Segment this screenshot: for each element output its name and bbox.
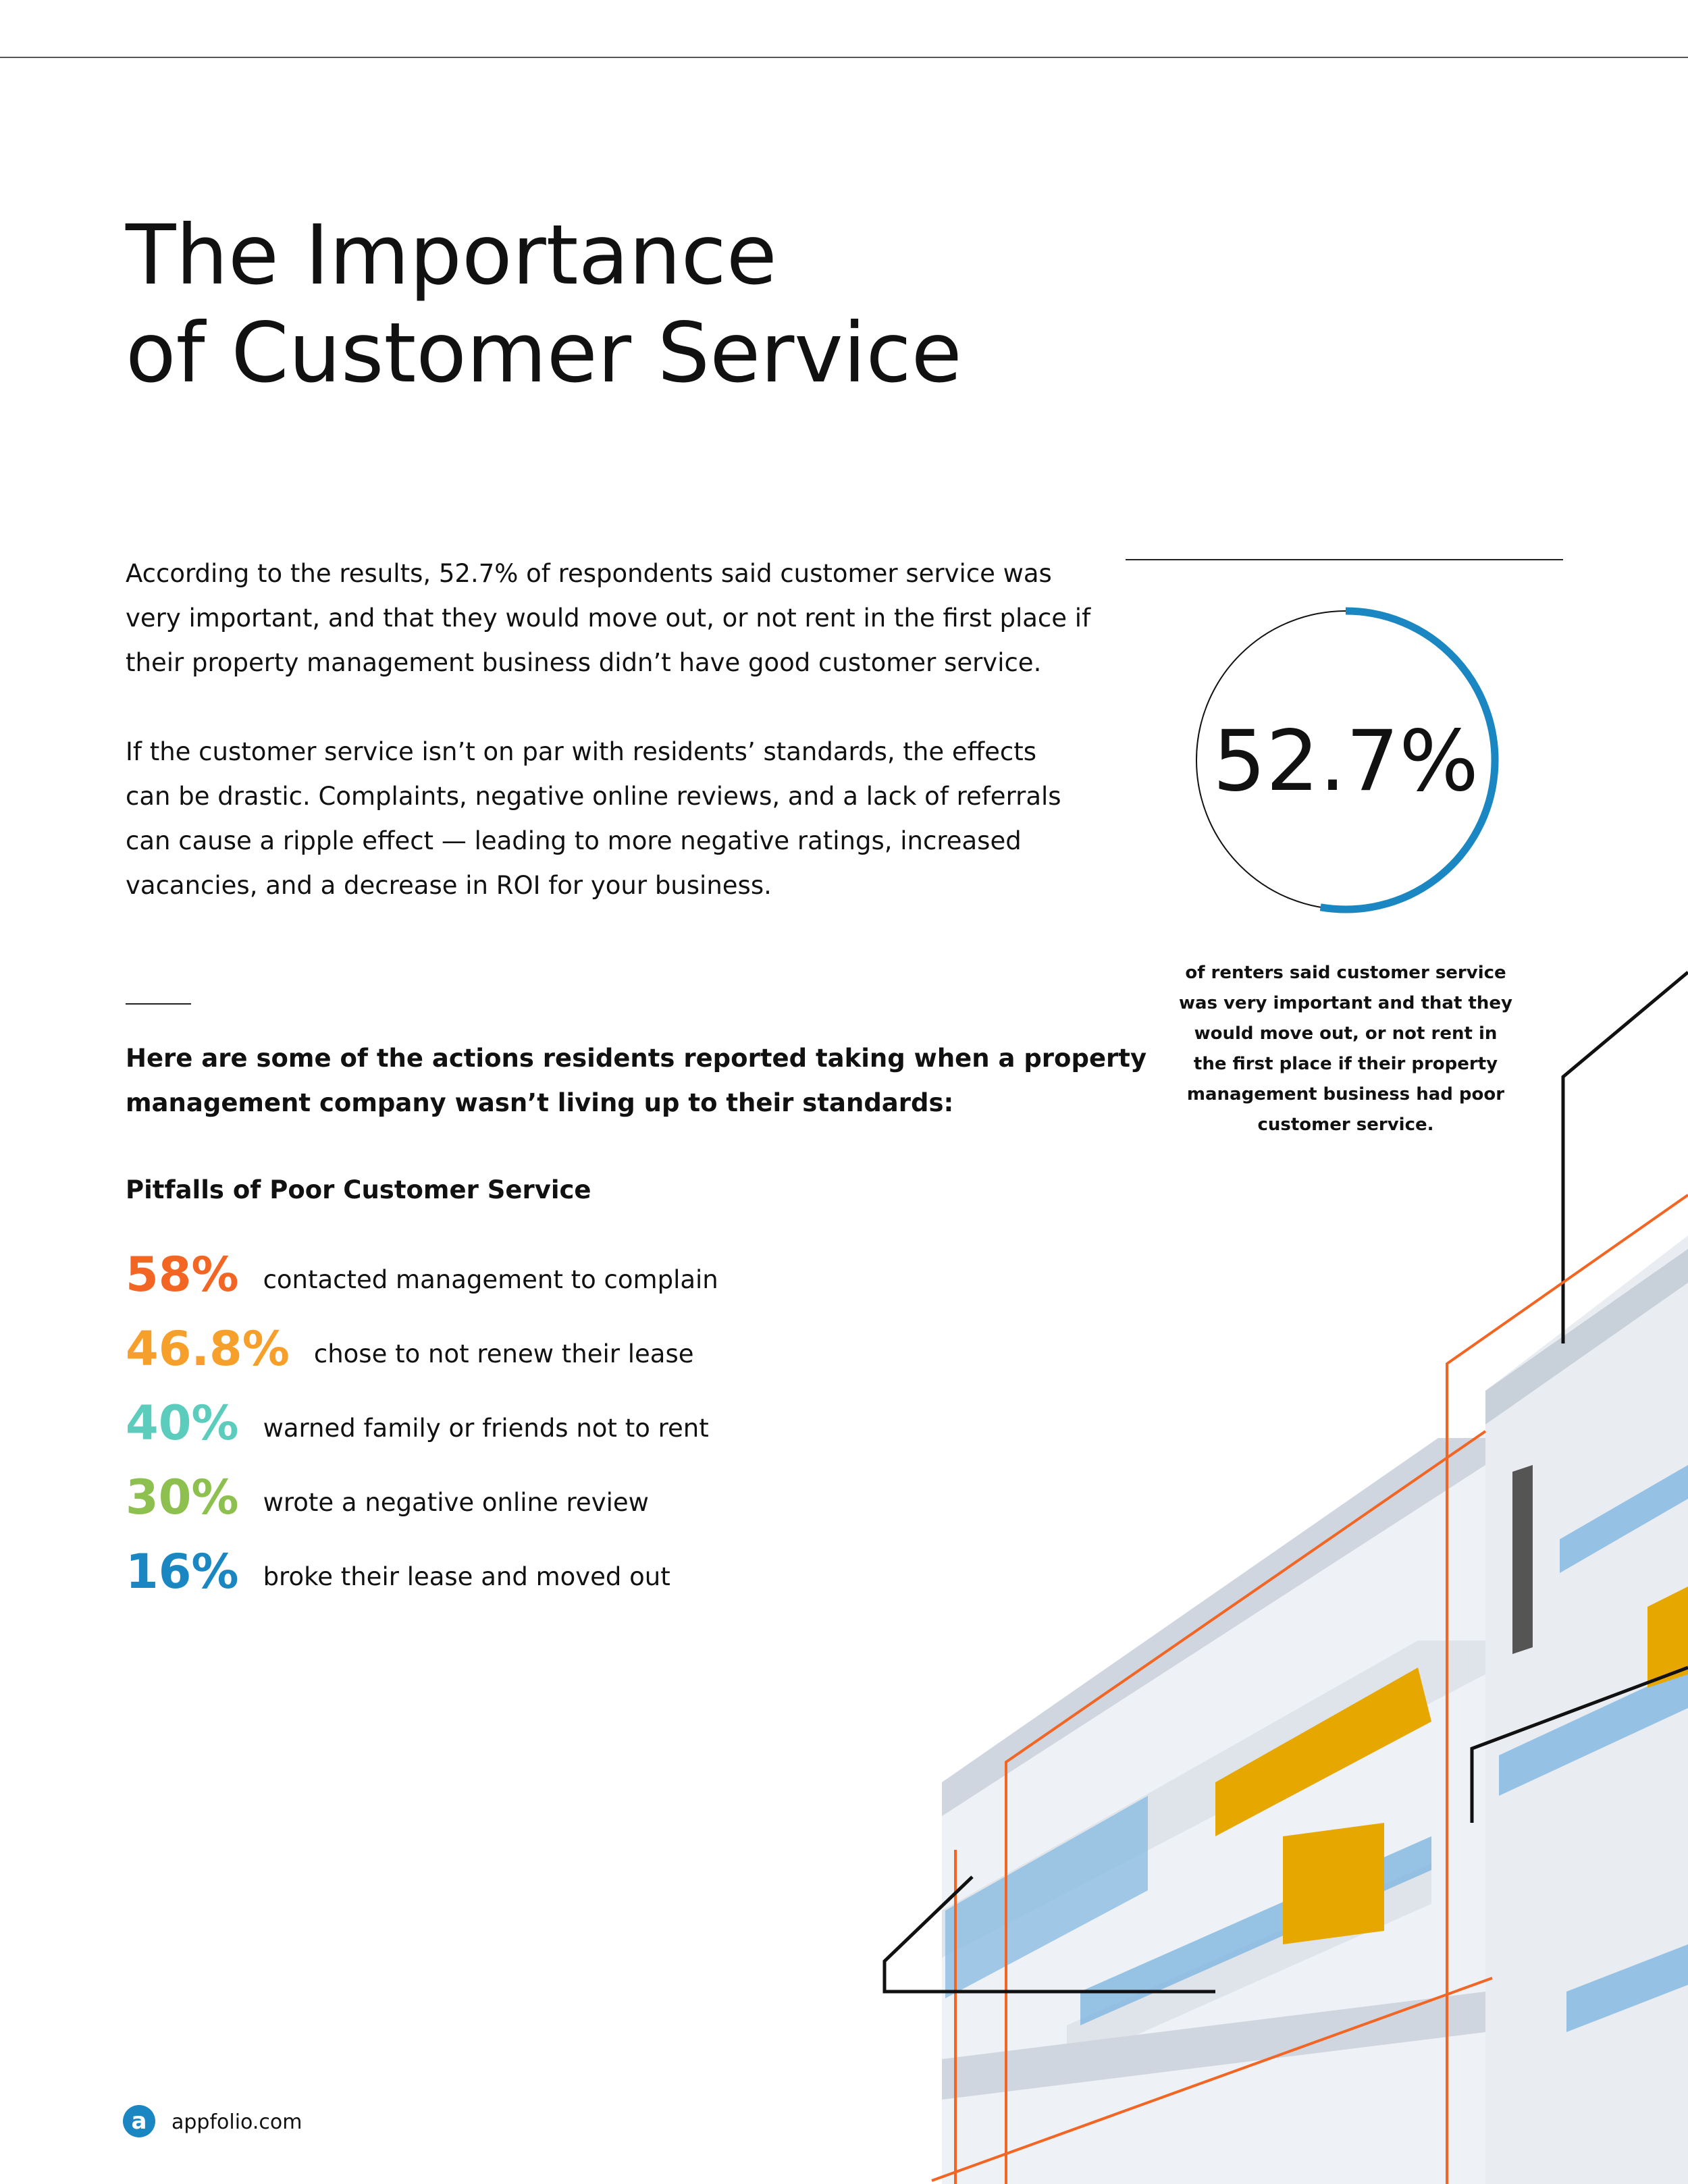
body-text-line: their property management business didn’… xyxy=(126,648,1041,677)
list-title: Pitfalls of Poor Customer Service xyxy=(126,1175,591,1204)
body-text-line: According to the results, 52.7% of respo… xyxy=(126,559,1052,588)
body-text-line: can cause a ripple effect — leading to m… xyxy=(126,826,1022,855)
stat-text: chose to not renew their lease xyxy=(314,1339,694,1368)
title-line: of Customer Service xyxy=(126,305,962,401)
caption-line: was very important and that they xyxy=(1179,993,1512,1013)
caption-line: management business had poor xyxy=(1187,1084,1504,1104)
stat-text: broke their lease and moved out xyxy=(263,1562,670,1591)
stat-value: 16% xyxy=(126,1544,239,1599)
body-text-line: can be drastic. Complaints, negative onl… xyxy=(126,782,1061,811)
caption-line: would move out, or not rent in xyxy=(1194,1023,1498,1044)
stat-text: wrote a negative online review xyxy=(263,1488,649,1517)
building-illustration xyxy=(882,971,1688,2184)
intro-line: management company wasn’t living up to t… xyxy=(126,1088,953,1117)
logo-glyph: a xyxy=(132,2108,147,2135)
stat-text: contacted management to complain xyxy=(263,1265,718,1294)
body-text-line: If the customer service isn’t on par wit… xyxy=(126,737,1036,766)
stat-value: 30% xyxy=(126,1470,239,1525)
stat-text: warned family or friends not to rent xyxy=(263,1414,709,1443)
caption-line: of renters said customer service xyxy=(1185,963,1506,983)
stat-value: 40% xyxy=(126,1395,239,1451)
stat-value: 46.8% xyxy=(126,1321,290,1377)
body-text-line: vacancies, and a decrease in ROI for you… xyxy=(126,871,772,900)
footer-site: appfolio.com xyxy=(172,2110,302,2134)
caption-line: customer service. xyxy=(1257,1115,1433,1135)
donut-label: 52.7% xyxy=(1213,713,1479,810)
intro-line: Here are some of the actions residents r… xyxy=(126,1044,1146,1073)
caption-line: the first place if their property xyxy=(1194,1054,1498,1074)
logo xyxy=(123,2105,155,2137)
donut-arc xyxy=(1319,607,1499,913)
title-line: The Importance xyxy=(125,207,777,303)
body-text-line: very important, and that they would move… xyxy=(126,604,1091,633)
stat-value: 58% xyxy=(126,1247,239,1302)
